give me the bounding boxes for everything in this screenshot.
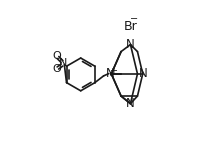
Text: −: − (130, 14, 138, 24)
Text: O: O (52, 64, 61, 74)
Text: Br: Br (124, 20, 138, 33)
Text: N: N (126, 38, 135, 51)
Text: N: N (139, 67, 147, 80)
Text: +: + (109, 66, 117, 76)
Text: N: N (106, 67, 114, 80)
Text: N: N (58, 58, 67, 68)
Text: N: N (126, 97, 135, 110)
Text: O: O (52, 51, 61, 61)
